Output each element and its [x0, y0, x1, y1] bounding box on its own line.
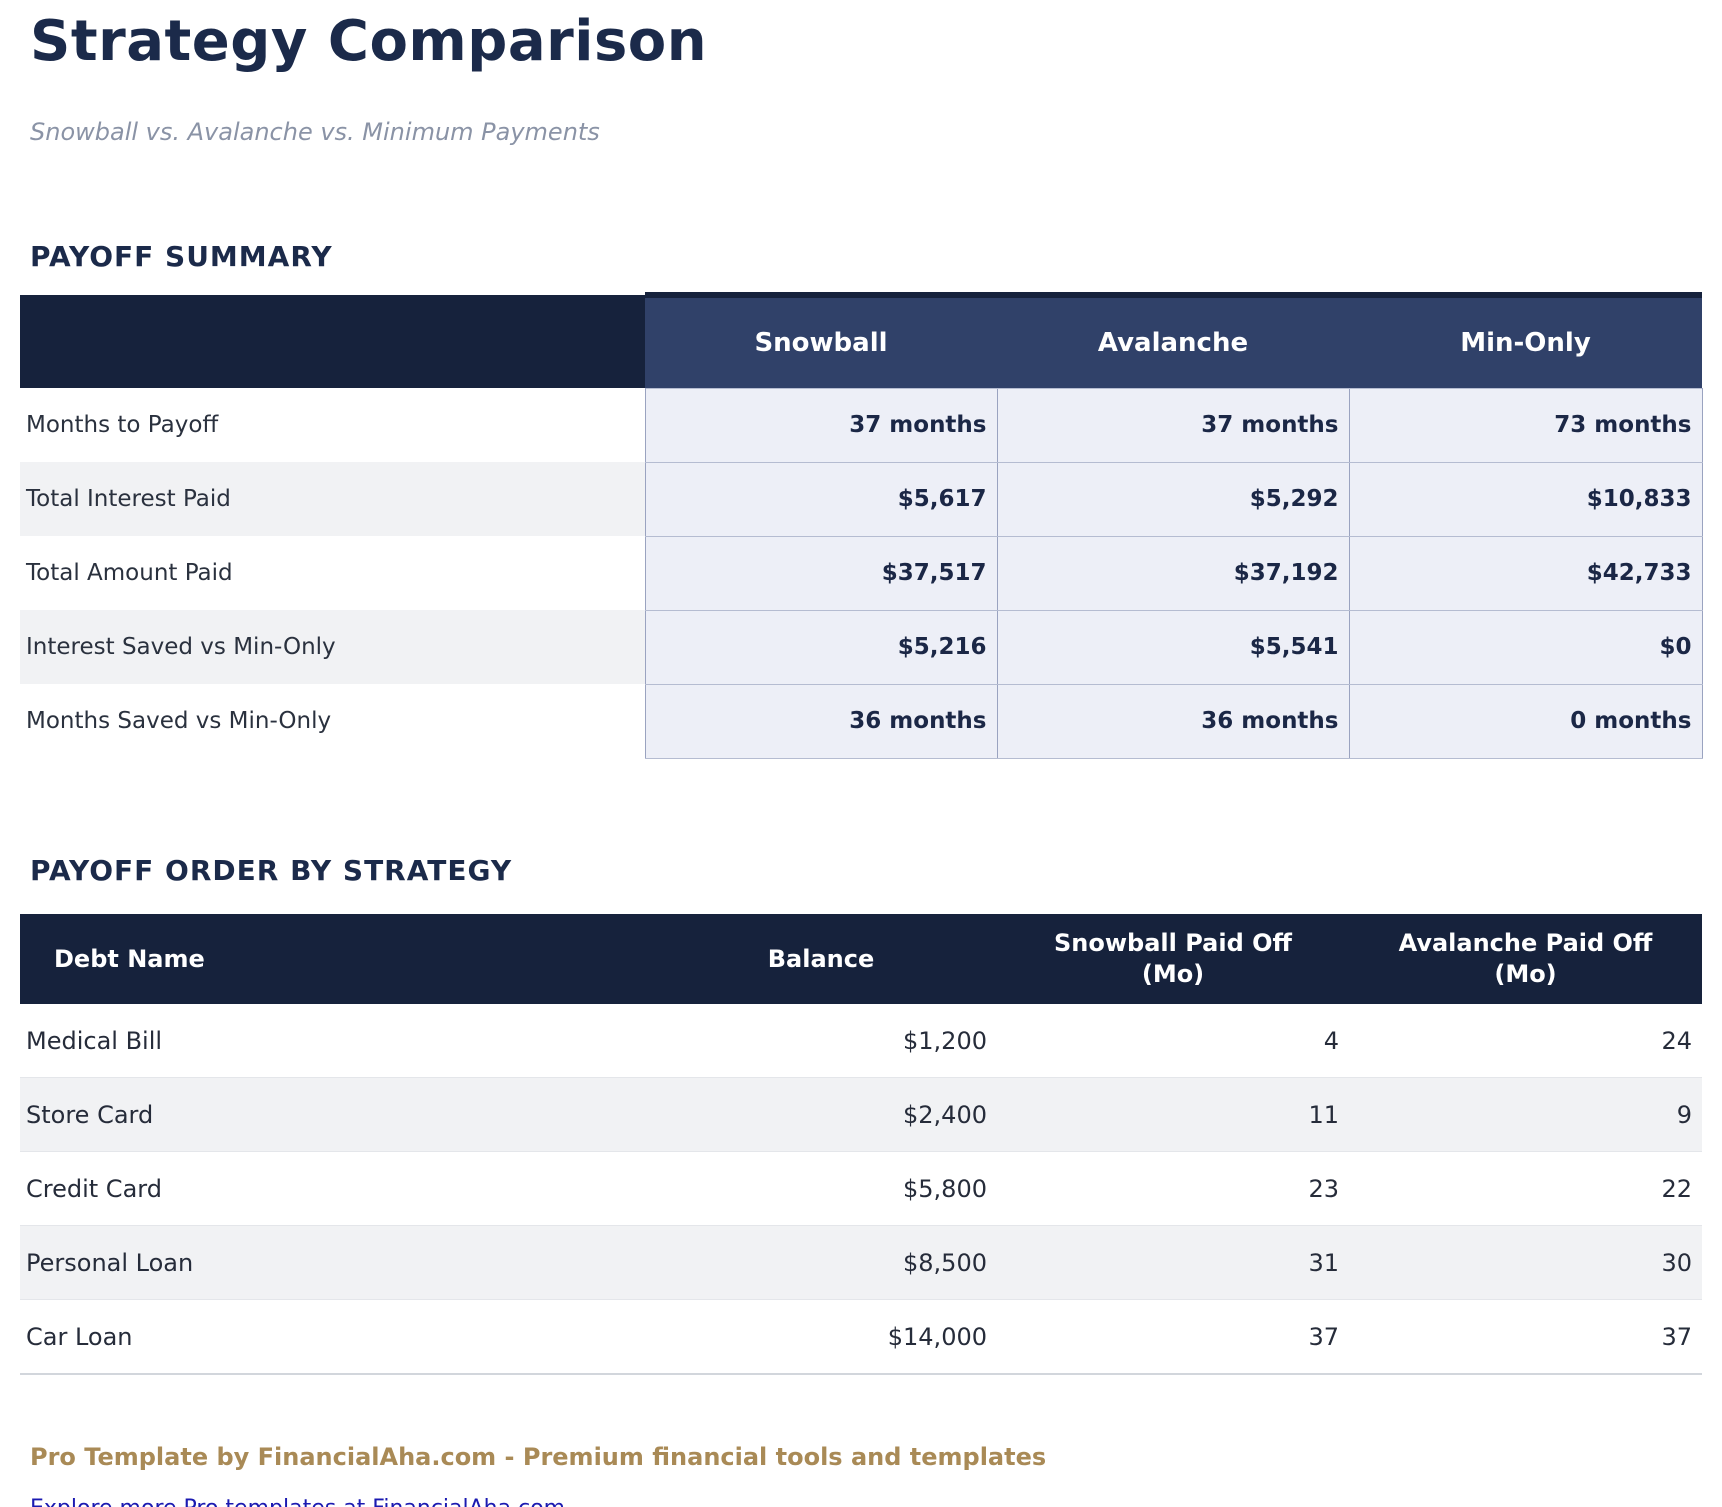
snowball-paid-off-month: 23: [997, 1151, 1349, 1227]
summary-row-label: Months to Payoff: [20, 388, 645, 463]
table-row: Months to Payoff 37 months 37 months 73 …: [20, 387, 1703, 463]
branding-text: Pro Template by FinancialAha.com - Premi…: [30, 1443, 1047, 1472]
order-col-avalanche-line1: Avalanche Paid Off: [1398, 929, 1653, 958]
summary-value: $0: [1348, 609, 1703, 685]
summary-col-avalanche: Avalanche: [997, 291, 1349, 389]
table-row: Total Amount Paid $37,517 $37,192 $42,73…: [20, 535, 1703, 611]
debt-name: Car Loan: [20, 1299, 645, 1376]
debt-name: Store Card: [20, 1077, 645, 1153]
debt-balance: $5,800: [645, 1151, 997, 1227]
snowball-paid-off-month: 11: [997, 1077, 1349, 1153]
table-row: Medical Bill $1,200 4 24: [20, 1004, 1702, 1079]
order-col-avalanche: Avalanche Paid Off (Mo): [1349, 914, 1702, 1005]
debt-name: Medical Bill: [20, 1004, 645, 1079]
summary-value: $37,517: [644, 535, 997, 611]
order-col-balance: Balance: [645, 914, 997, 1005]
order-col-snowball: Snowball Paid Off (Mo): [997, 914, 1349, 1005]
summary-col-snowball: Snowball: [645, 291, 997, 389]
table-row: Interest Saved vs Min-Only $5,216 $5,541…: [20, 609, 1703, 685]
payoff-order-table: Debt Name Balance Snowball Paid Off (Mo)…: [20, 914, 1702, 1376]
summary-value: 0 months: [1348, 683, 1703, 759]
summary-header-row: Snowball Avalanche Min-Only: [20, 291, 1702, 389]
summary-col-minonly: Min-Only: [1349, 291, 1702, 389]
explore-templates-link[interactable]: Explore more Pro templates at FinancialA…: [30, 1496, 565, 1507]
summary-value: $42,733: [1348, 535, 1703, 611]
snowball-paid-off-month: 31: [997, 1225, 1349, 1301]
avalanche-paid-off-month: 37: [1349, 1299, 1702, 1376]
table-row: Months Saved vs Min-Only 36 months 36 mo…: [20, 683, 1703, 759]
summary-value: $5,292: [996, 461, 1349, 537]
summary-value: 37 months: [996, 387, 1349, 463]
order-col-snowball-line1: Snowball Paid Off: [1054, 929, 1292, 958]
summary-value: 36 months: [644, 683, 997, 759]
payoff-order-heading: PAYOFF ORDER BY STRATEGY: [30, 853, 513, 887]
summary-value: 36 months: [996, 683, 1349, 759]
summary-value: 37 months: [644, 387, 997, 463]
summary-value: $5,541: [996, 609, 1349, 685]
order-col-debt-name: Debt Name: [20, 914, 645, 1005]
summary-value: $5,216: [644, 609, 997, 685]
debt-balance: $14,000: [645, 1299, 997, 1376]
table-row: Store Card $2,400 11 9: [20, 1077, 1702, 1153]
snowball-paid-off-month: 4: [997, 1004, 1349, 1079]
summary-value: $37,192: [996, 535, 1349, 611]
summary-corner-cell: [20, 294, 645, 389]
summary-value: $10,833: [1348, 461, 1703, 537]
page-title: Strategy Comparison: [30, 9, 708, 74]
snowball-paid-off-month: 37: [997, 1299, 1349, 1376]
avalanche-paid-off-month: 9: [1349, 1077, 1702, 1153]
table-row: Total Interest Paid $5,617 $5,292 $10,83…: [20, 461, 1703, 537]
debt-name: Personal Loan: [20, 1225, 645, 1301]
avalanche-paid-off-month: 30: [1349, 1225, 1702, 1301]
table-row: Personal Loan $8,500 31 30: [20, 1225, 1702, 1301]
summary-value: 73 months: [1348, 387, 1703, 463]
payoff-summary-table: Snowball Avalanche Min-Only Months to Pa…: [20, 291, 1703, 759]
debt-balance: $1,200: [645, 1004, 997, 1079]
debt-balance: $8,500: [645, 1225, 997, 1301]
order-col-snowball-line2: (Mo): [1141, 960, 1205, 989]
summary-value: $5,617: [644, 461, 997, 537]
debt-name: Credit Card: [20, 1151, 645, 1227]
table-row: Credit Card $5,800 23 22: [20, 1151, 1702, 1227]
table-row: Car Loan $14,000 37 37: [20, 1299, 1702, 1376]
order-header-row: Debt Name Balance Snowball Paid Off (Mo)…: [20, 914, 1702, 1005]
summary-row-label: Total Interest Paid: [20, 462, 645, 537]
summary-row-label: Interest Saved vs Min-Only: [20, 610, 645, 685]
debt-balance: $2,400: [645, 1077, 997, 1153]
page-subtitle: Snowball vs. Avalanche vs. Minimum Payme…: [30, 118, 600, 147]
avalanche-paid-off-month: 22: [1349, 1151, 1702, 1227]
payoff-summary-heading: PAYOFF SUMMARY: [30, 240, 333, 274]
order-col-avalanche-line2: (Mo): [1494, 960, 1557, 989]
avalanche-paid-off-month: 24: [1349, 1004, 1702, 1079]
summary-row-label: Months Saved vs Min-Only: [20, 684, 645, 759]
summary-row-label: Total Amount Paid: [20, 536, 645, 611]
